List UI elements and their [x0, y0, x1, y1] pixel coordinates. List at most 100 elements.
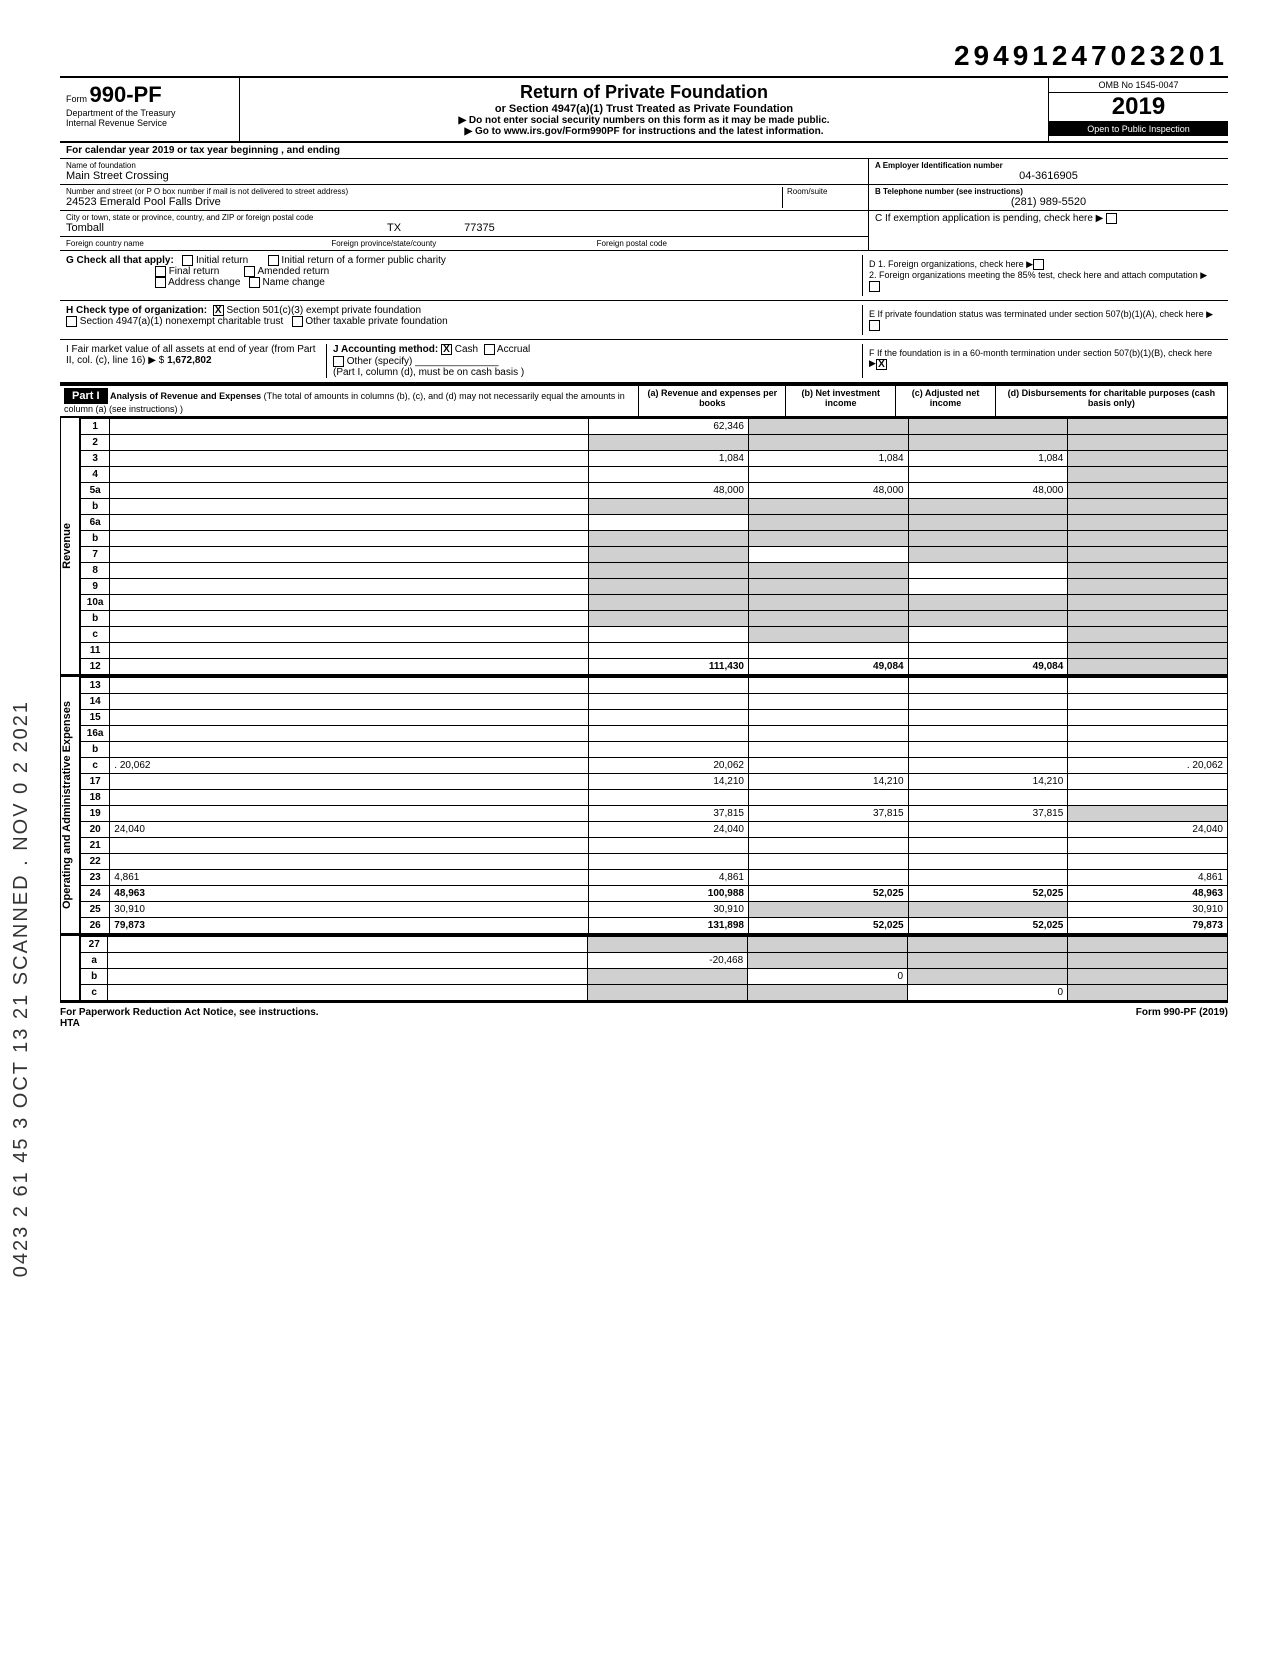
- form-footer-label: Form 990-PF (2019): [1136, 1007, 1228, 1029]
- table-row: 14: [81, 693, 1228, 709]
- table-row: 234,8614,8614,861: [81, 869, 1228, 885]
- table-row: 2679,873131,89852,02552,02579,873: [81, 917, 1228, 933]
- ein-value: 04-3616905: [875, 170, 1222, 182]
- e-checkbox[interactable]: [869, 320, 880, 331]
- expenses-table: 13 14 15 16a b c. 20,06220,062. 20,062 1…: [80, 677, 1228, 934]
- cash-checkbox[interactable]: X: [441, 344, 452, 355]
- table-row: 31,0841,0841,084: [81, 450, 1228, 466]
- table-row: 2530,91030,91030,910: [81, 901, 1228, 917]
- box-e: E If private foundation status was termi…: [869, 309, 1216, 331]
- d2-checkbox[interactable]: [869, 281, 880, 292]
- table-row: 2024,04024,04024,040: [81, 821, 1228, 837]
- g-amended-checkbox[interactable]: [244, 266, 255, 277]
- phone-value: (281) 989-5520: [875, 196, 1222, 208]
- h-label: H Check type of organization:: [66, 305, 207, 316]
- box-f: F If the foundation is in a 60-month ter…: [869, 348, 1216, 369]
- open-inspection: Open to Public Inspection: [1049, 122, 1228, 136]
- paperwork-notice: For Paperwork Reduction Act Notice, see …: [60, 1007, 319, 1018]
- form-note1: ▶ Do not enter social security numbers o…: [246, 115, 1042, 126]
- table-row: b: [81, 498, 1228, 514]
- h-other-checkbox[interactable]: [292, 316, 303, 327]
- j-label: J Accounting method:: [333, 345, 438, 356]
- foundation-city: Tomball TX 77375: [66, 222, 862, 234]
- form-title: Return of Private Foundation: [246, 82, 1042, 103]
- form-note2: ▶ Go to www.irs.gov/Form990PF for instru…: [246, 126, 1042, 137]
- table-row: a-20,468: [81, 952, 1228, 968]
- table-row: 7: [81, 546, 1228, 562]
- table-row: 11: [81, 642, 1228, 658]
- part1-title: Analysis of Revenue and Expenses: [110, 391, 261, 401]
- doc-number: 29491247023201: [60, 40, 1228, 72]
- foreign-postal: Foreign postal code: [597, 239, 862, 248]
- section-i: I Fair market value of all assets at end…: [60, 340, 1228, 382]
- g-final-checkbox[interactable]: [155, 266, 166, 277]
- box-c-checkbox[interactable]: [1106, 213, 1117, 224]
- irs-label: Internal Revenue Service: [66, 118, 233, 128]
- revenue-label: Revenue: [61, 523, 73, 569]
- g-initial-checkbox[interactable]: [182, 255, 193, 266]
- cash-basis-note: (Part I, column (d), must be on cash bas…: [333, 367, 524, 378]
- name-label: Name of foundation: [66, 161, 862, 170]
- table-row: 13: [81, 677, 1228, 693]
- g-name-checkbox[interactable]: [249, 277, 260, 288]
- f-checkbox[interactable]: X: [876, 359, 887, 370]
- table-row: 12111,43049,08449,084: [81, 658, 1228, 674]
- side-stamp: 0423 2 61 45 3 OCT 13 21 SCANNED . NOV 0…: [10, 700, 33, 1277]
- part1-header: Part I Analysis of Revenue and Expenses …: [60, 383, 1228, 418]
- table-row: 22: [81, 853, 1228, 869]
- table-row: c0: [81, 984, 1228, 1000]
- form-header: Form 990-PF Department of the Treasury I…: [60, 76, 1228, 141]
- revenue-table: 162,346 2 31,0841,0841,084 4 5a48,00048,…: [80, 418, 1228, 675]
- g-initial-former-checkbox[interactable]: [268, 255, 279, 266]
- phone-label: B Telephone number (see instructions): [875, 187, 1222, 196]
- table-row: 1937,81537,81537,815: [81, 805, 1228, 821]
- table-row: b: [81, 530, 1228, 546]
- table-row: 6a: [81, 514, 1228, 530]
- omb-number: OMB No 1545-0047: [1049, 78, 1228, 93]
- room-label: Room/suite: [787, 187, 862, 196]
- table-row: 21: [81, 837, 1228, 853]
- part1-label: Part I: [64, 388, 108, 404]
- col-b-header: (b) Net investment income: [786, 385, 896, 416]
- ein-label: A Employer Identification number: [875, 161, 1222, 170]
- table-row: 8: [81, 562, 1228, 578]
- foundation-info: Name of foundation Main Street Crossing …: [60, 159, 1228, 251]
- form-number: Form 990-PF: [66, 82, 233, 108]
- g-label: G Check all that apply:: [66, 255, 174, 266]
- h-501c3-checkbox[interactable]: X: [213, 305, 224, 316]
- table-row: 16a: [81, 725, 1228, 741]
- addr-label: Number and street (or P O box number if …: [66, 187, 782, 196]
- fmv-value: 1,672,802: [167, 355, 212, 366]
- table-row: 4: [81, 466, 1228, 482]
- city-label: City or town, state or province, country…: [66, 213, 862, 222]
- table-row: 18: [81, 789, 1228, 805]
- other-method-checkbox[interactable]: [333, 356, 344, 367]
- table-row: 1714,21014,21014,210: [81, 773, 1228, 789]
- foreign-country: Foreign country name: [66, 239, 331, 248]
- col-d-header: (d) Disbursements for charitable purpose…: [995, 385, 1227, 416]
- table-row: 10a: [81, 594, 1228, 610]
- g-addr-checkbox[interactable]: [155, 277, 166, 288]
- table-row: 2448,963100,98852,02552,02548,963: [81, 885, 1228, 901]
- section-h: H Check type of organization: X Section …: [60, 301, 1228, 340]
- table-row: 2: [81, 434, 1228, 450]
- foreign-province: Foreign province/state/county: [331, 239, 596, 248]
- form-subtitle: or Section 4947(a)(1) Trust Treated as P…: [246, 103, 1042, 115]
- tax-year: 2019: [1049, 93, 1228, 122]
- table-row: c: [81, 626, 1228, 642]
- dept-treasury: Department of the Treasury: [66, 108, 233, 118]
- foundation-address: 24523 Emerald Pool Falls Drive: [66, 196, 782, 208]
- section-g: G Check all that apply: Initial return I…: [60, 251, 1228, 301]
- table-row: b: [81, 610, 1228, 626]
- box-d1: D 1. Foreign organizations, check here ▶: [869, 259, 1216, 270]
- h-4947-checkbox[interactable]: [66, 316, 77, 327]
- table-row: 9: [81, 578, 1228, 594]
- d1-checkbox[interactable]: [1033, 259, 1044, 270]
- summary-table: 27 a-20,468 b0 c0: [80, 936, 1228, 1001]
- col-a-header: (a) Revenue and expenses per books: [639, 385, 786, 416]
- foundation-name: Main Street Crossing: [66, 170, 862, 182]
- accrual-checkbox[interactable]: [484, 344, 495, 355]
- table-row: 5a48,00048,00048,000: [81, 482, 1228, 498]
- box-d2: 2. Foreign organizations meeting the 85%…: [869, 270, 1216, 292]
- table-row: c. 20,06220,062. 20,062: [81, 757, 1228, 773]
